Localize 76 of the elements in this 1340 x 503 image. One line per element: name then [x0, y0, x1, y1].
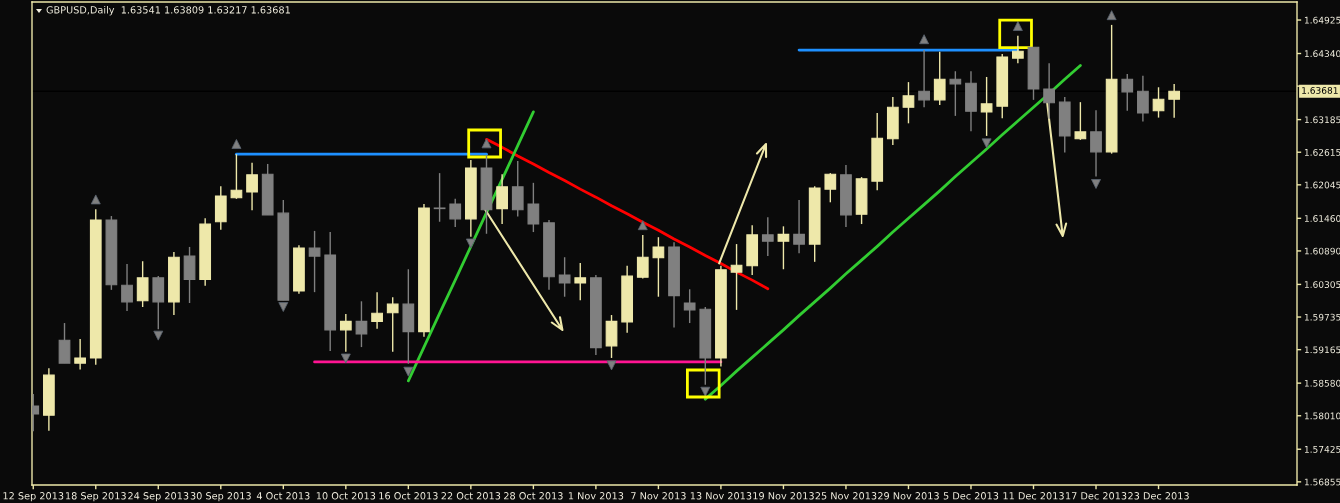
x-tick-label: 24 Sep 2013 — [128, 492, 189, 502]
candlestick — [527, 182, 540, 233]
x-tick-label: 10 Oct 2013 — [316, 492, 376, 500]
candlestick — [1137, 75, 1149, 123]
y-tick-label: 1.56855 — [1304, 478, 1340, 486]
candlestick — [308, 230, 321, 293]
candlestick — [636, 234, 649, 280]
x-tick-label: 1 Nov 2013 — [568, 492, 624, 500]
candlestick — [761, 216, 774, 257]
ref-line-label: 1.63681 — [1302, 87, 1338, 94]
y-tick-label: 1.60305 — [1304, 281, 1340, 288]
candlestick — [246, 162, 258, 212]
x-tick-label: 7 Nov 2013 — [631, 492, 686, 500]
x-tick-label: 30 Sep 2013 — [190, 492, 251, 502]
candlestick — [1121, 73, 1134, 112]
y-tick-label: 1.59165 — [1304, 346, 1340, 354]
x-tick-label: 19 Nov 2013 — [753, 492, 814, 500]
x-tick-label: 17 Dec 2013 — [1066, 492, 1127, 500]
candlestick — [511, 160, 524, 218]
y-tick-label: 1.61460 — [1304, 215, 1340, 222]
y-tick-label: 1.59735 — [1304, 313, 1340, 321]
x-tick-label: 28 Oct 2013 — [504, 492, 563, 500]
candlestick — [183, 246, 196, 304]
x-tick-label: 29 Nov 2013 — [878, 492, 939, 500]
x-tick-label: 22 Oct 2013 — [441, 492, 501, 500]
candlestick — [386, 296, 399, 353]
y-tick-label: 1.64925 — [1304, 16, 1340, 24]
candlestick — [1090, 109, 1102, 178]
candlestick — [574, 262, 587, 301]
candlestick — [933, 51, 946, 106]
candlestick — [793, 199, 805, 254]
x-tick-label: 23 Dec 2013 — [1128, 492, 1189, 500]
candlestick — [1152, 86, 1165, 119]
x-tick-label: 12 Sep 2013 — [3, 492, 64, 502]
candlestick — [136, 260, 149, 308]
chart-title: GBPUSD,Daily 1.63541 1.63809 1.63217 1.63681 — [46, 6, 290, 16]
candlestick — [918, 49, 930, 108]
candlestick — [949, 70, 962, 117]
candlestick — [824, 172, 837, 203]
y-tick-label: 1.62045 — [1304, 181, 1340, 189]
candlestick — [980, 76, 993, 137]
x-tick-label: 16 Oct 2013 — [379, 492, 438, 500]
candlestick — [433, 172, 446, 223]
candlestick — [1011, 35, 1024, 64]
candlestick — [1043, 62, 1055, 120]
candlestick — [1168, 83, 1181, 119]
x-tick-label: 11 Dec 2013 — [1003, 492, 1064, 500]
candlestick — [683, 288, 696, 324]
candlestick — [339, 313, 352, 353]
candlestick — [730, 243, 743, 311]
y-tick-label: 1.64340 — [1304, 50, 1340, 58]
x-tick-label: 25 Nov 2013 — [815, 492, 877, 500]
x-tick-label: 18 Sep 2013 — [66, 492, 126, 502]
y-tick-label: 1.63185 — [1304, 116, 1340, 124]
x-tick-label: 5 Dec 2013 — [943, 492, 999, 500]
line-series — [406, 110, 535, 383]
candlestick — [74, 338, 87, 371]
y-tick-label: 1.60890 — [1304, 247, 1340, 255]
x-tick-label: 13 Nov 2013 — [690, 492, 752, 500]
y-tick-label: 1.62615 — [1304, 148, 1340, 156]
candlestick — [230, 153, 243, 200]
y-tick-label: 1.58580 — [1304, 379, 1340, 387]
candlestick — [371, 291, 383, 330]
candlestick — [449, 198, 462, 228]
x-tick-label: 4 Oct 2013 — [256, 492, 310, 500]
y-tick-label: 1.57425 — [1304, 445, 1340, 453]
candlestick — [777, 225, 790, 270]
candlestick — [558, 256, 571, 298]
candlestick — [496, 173, 508, 225]
candlestick — [652, 236, 665, 298]
candlestick — [902, 81, 915, 125]
candlestick — [58, 322, 71, 364]
candlestick — [121, 263, 133, 312]
candlestick — [1074, 101, 1087, 141]
candlestick — [355, 300, 368, 348]
y-tick-label: 1.58010 — [1304, 412, 1340, 420]
